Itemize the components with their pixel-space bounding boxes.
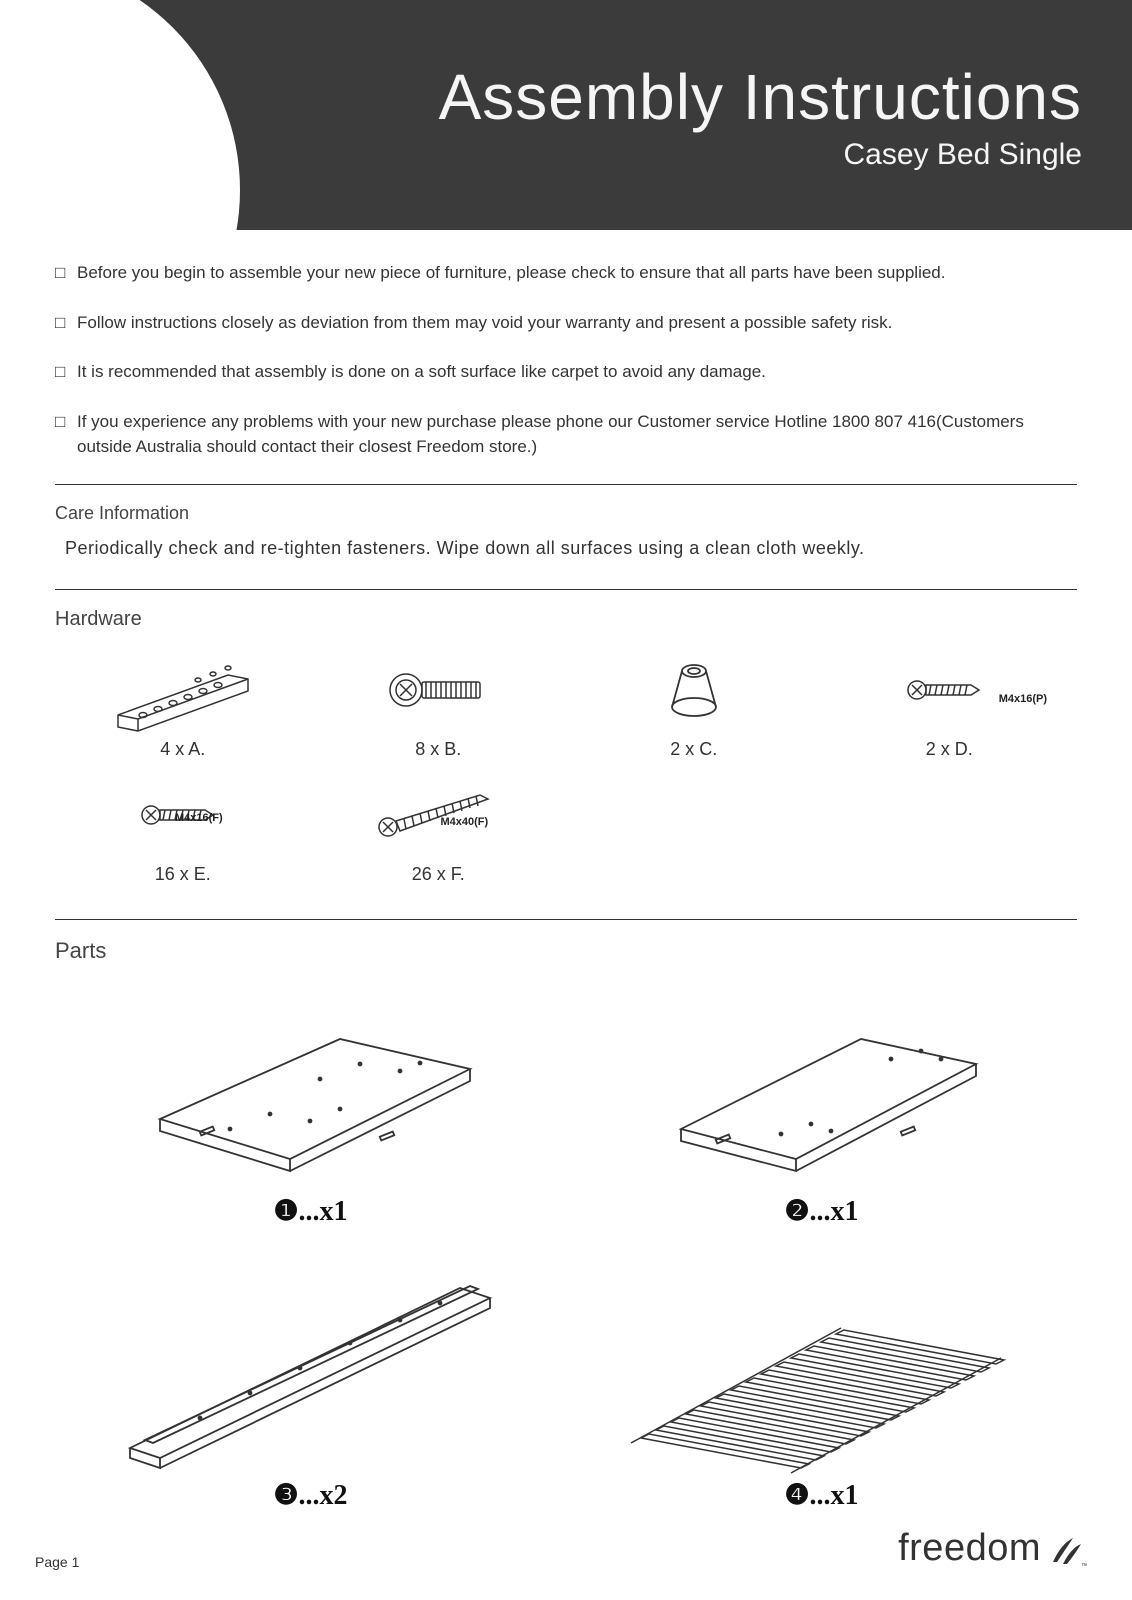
part-item-4: ❹...x1 — [586, 1258, 1056, 1512]
cone-icon — [566, 645, 822, 735]
part-label: ❸...x2 — [75, 1478, 545, 1512]
screw-icon: M4x16(F) — [55, 770, 311, 860]
parts-heading: Parts — [55, 938, 1077, 964]
hardware-heading: Hardware — [55, 608, 1077, 631]
slats-icon — [586, 1258, 1056, 1478]
header-title-block: Assembly Instructions Casey Bed Single — [439, 60, 1082, 172]
hardware-item-a: 4 x A. — [55, 645, 311, 760]
hardware-label: 26 x F. — [311, 864, 567, 885]
brand-logo: freedom ™ — [898, 1527, 1087, 1570]
part-label: ❹...x1 — [586, 1478, 1056, 1512]
divider — [55, 589, 1077, 590]
doc-title: Assembly Instructions — [439, 60, 1082, 134]
hardware-item-d: M4x16(P) 2 x D. — [822, 645, 1078, 760]
hardware-sublabel: M4x16(P) — [999, 693, 1047, 705]
part-item-1: ❶...x1 — [75, 974, 545, 1228]
hardware-label: 8 x B. — [311, 739, 567, 760]
part-label: ❷...x1 — [586, 1194, 1056, 1228]
svg-text:™: ™ — [1081, 1563, 1087, 1570]
hardware-item-c: 2 x C. — [566, 645, 822, 760]
brand-text: freedom — [898, 1527, 1041, 1570]
hardware-label: 16 x E. — [55, 864, 311, 885]
bullet-item: If you experience any problems with your… — [55, 409, 1077, 460]
part-label: ❶...x1 — [75, 1194, 545, 1228]
bolt-icon — [311, 645, 567, 735]
header-banner: Assembly Instructions Casey Bed Single — [0, 0, 1132, 230]
brand-leaf-icon: ™ — [1045, 1528, 1087, 1570]
bullet-item: Before you begin to assemble your new pi… — [55, 260, 1077, 286]
bracket-icon — [55, 645, 311, 735]
screw-icon: M4x16(P) — [822, 645, 1078, 735]
siderail-icon — [75, 1258, 545, 1478]
hardware-sublabel: M4x40(F) — [441, 816, 489, 828]
hardware-item-e: M4x16(F) 16 x E. — [55, 770, 311, 885]
bullet-item: It is recommended that assembly is done … — [55, 359, 1077, 385]
hardware-label: 2 x C. — [566, 739, 822, 760]
headboard-icon — [75, 974, 545, 1194]
hardware-label: 2 x D. — [822, 739, 1078, 760]
header-curve — [0, 0, 240, 230]
hardware-item-f: M4x40(F) 26 x F. — [311, 770, 567, 885]
content-area: Before you begin to assemble your new pi… — [0, 230, 1132, 1512]
hardware-grid: 4 x A. — [55, 645, 1077, 885]
part-item-3: ❸...x2 — [75, 1258, 545, 1512]
bullet-item: Follow instructions closely as deviation… — [55, 310, 1077, 336]
part-item-2: ❷...x1 — [586, 974, 1056, 1228]
hardware-item-b: 8 x B. — [311, 645, 567, 760]
doc-subtitle: Casey Bed Single — [439, 138, 1082, 172]
care-text: Periodically check and re-tighten fasten… — [55, 538, 1077, 559]
care-heading: Care Information — [55, 503, 1077, 524]
hardware-label: 4 x A. — [55, 739, 311, 760]
screw-long-icon: M4x40(F) — [311, 770, 567, 860]
divider — [55, 919, 1077, 920]
page-number: Page 1 — [35, 1554, 79, 1570]
intro-bullets: Before you begin to assemble your new pi… — [55, 260, 1077, 460]
parts-grid: ❶...x1 — [55, 974, 1077, 1512]
hardware-sublabel: M4x16(F) — [175, 812, 223, 824]
footboard-icon — [586, 974, 1056, 1194]
divider — [55, 484, 1077, 485]
